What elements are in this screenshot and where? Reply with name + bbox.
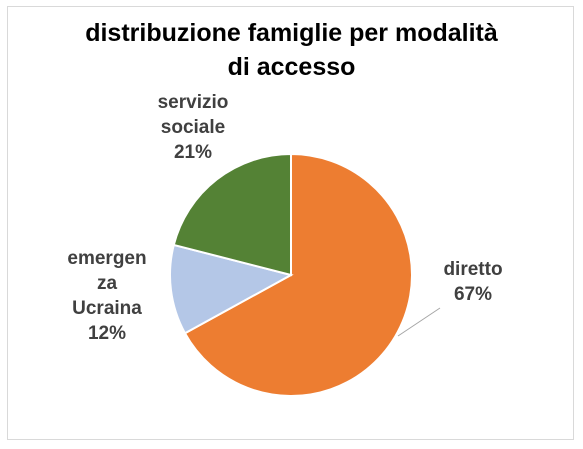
chart-title: distribuzione famiglie per modalità di a… <box>0 16 583 84</box>
chart-title-line-2: di accesso <box>227 53 356 81</box>
slice-label-emergenza-line-2: za <box>96 273 118 294</box>
chart-title-line-1: distribuzione famiglie per modalità <box>85 19 498 47</box>
slice-label-emergenza-ucraina: emergen za Ucraina 12% <box>52 246 162 346</box>
slice-label-diretto: diretto 67% <box>418 257 528 307</box>
leader-line-diretto <box>397 307 441 337</box>
slice-label-servizio-sociale: servizio sociale 21% <box>138 90 248 165</box>
slice-label-servizio-percent: 21% <box>173 142 213 163</box>
slice-label-diretto-percent: 67% <box>453 284 493 305</box>
pie-slice-diretto <box>183 152 414 397</box>
slice-label-emergenza-line-1: emergen <box>67 248 147 269</box>
pie-slice-servizio-sociale <box>172 152 292 277</box>
slice-label-diretto-name: diretto <box>443 259 503 280</box>
slice-label-emergenza-line-3: Ucraina <box>72 298 142 319</box>
slice-label-servizio-line-1: servizio <box>157 92 229 113</box>
slice-label-emergenza-percent: 12% <box>87 323 127 344</box>
slice-label-servizio-line-2: sociale <box>160 117 226 138</box>
pie-slice-emergen-za-ucraina <box>169 243 294 335</box>
